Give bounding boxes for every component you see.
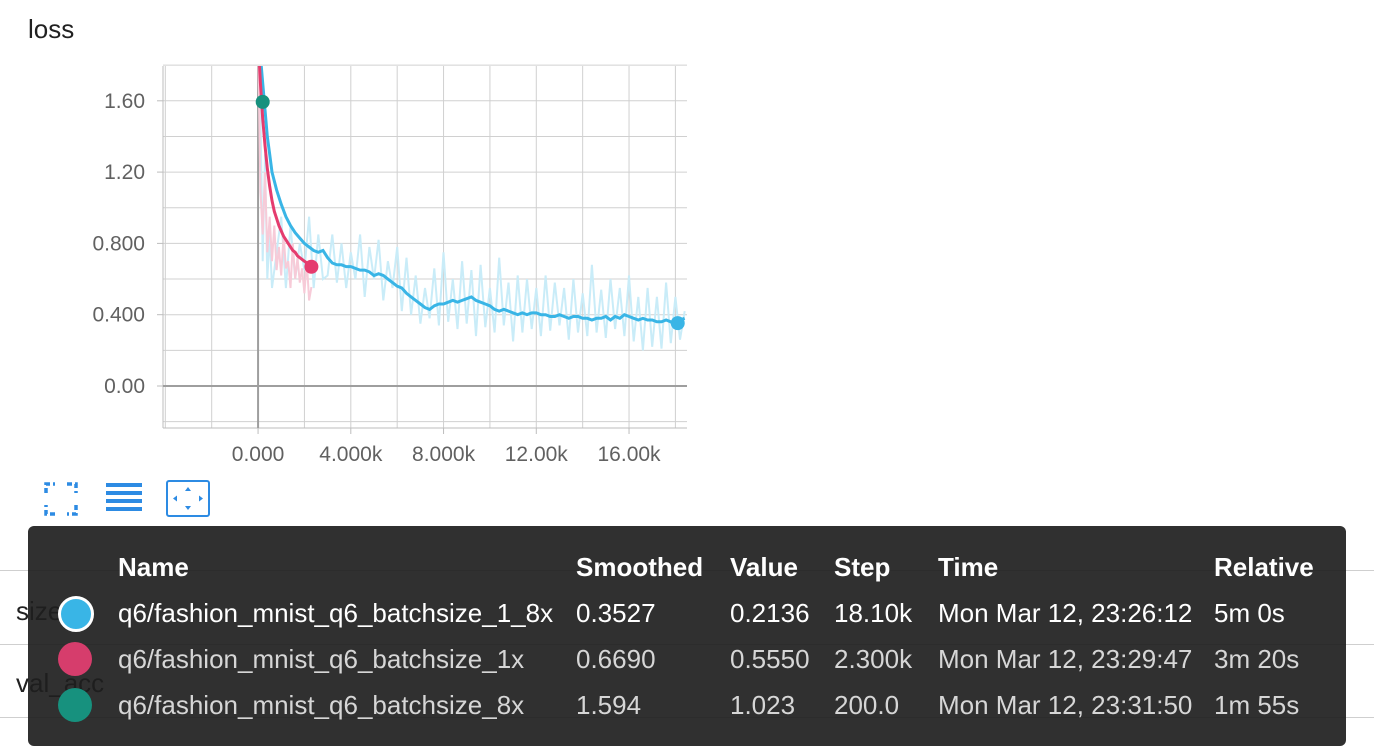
y-tick-label: 0.800 <box>92 232 145 255</box>
relative-value: 3m 20s <box>1214 644 1300 674</box>
series-marker-0 <box>670 316 685 331</box>
run-name: q6/fashion_mnist_q6_batchsize_8x <box>118 690 525 720</box>
data-table-icon[interactable] <box>104 480 142 518</box>
raw-value: 0.2136 <box>730 598 810 628</box>
y-tick-label: 1.20 <box>104 161 145 184</box>
step-value: 200.0 <box>834 690 900 720</box>
smoothed-value: 1.594 <box>576 690 642 720</box>
smoothed-series-line-0 <box>259 66 686 328</box>
series-marker-2 <box>255 94 270 109</box>
x-tick-label: 16.00k <box>598 443 662 466</box>
raw-value: 0.5550 <box>730 644 810 674</box>
data-tooltip: Name Smoothed Value Step Time Relative q… <box>28 526 1346 746</box>
x-tick-label: 12.00k <box>505 443 569 466</box>
series-color-swatch <box>58 642 92 676</box>
header-smoothed: Smoothed <box>576 552 704 582</box>
raw-value: 1.023 <box>730 690 796 720</box>
header-value: Value <box>730 552 798 582</box>
y-tick-label: 0.400 <box>92 304 145 327</box>
header-time: Time <box>938 552 999 582</box>
fullscreen-icon[interactable] <box>42 480 80 518</box>
raw-series-line-0 <box>257 66 686 351</box>
smoothed-series-line-1 <box>258 66 313 268</box>
x-tick-label: 0.000 <box>232 443 285 466</box>
series-color-swatch <box>58 688 92 722</box>
fit-domain-icon[interactable] <box>166 480 210 517</box>
header-name: Name <box>118 552 189 582</box>
smoothed-value: 0.3527 <box>576 598 656 628</box>
step-value: 2.300k <box>834 644 913 674</box>
tooltip-row: q6/fashion_mnist_q6_batchsize_1x 0.6690 … <box>28 636 1346 682</box>
relative-value: 1m 55s <box>1214 690 1300 720</box>
tooltip-row: q6/fashion_mnist_q6_batchsize_1_8x 0.352… <box>28 590 1346 636</box>
y-tick-label: 1.60 <box>104 90 145 113</box>
relative-value: 5m 0s <box>1214 598 1285 628</box>
x-tick-label: 4.000k <box>319 443 383 466</box>
series-color-swatch <box>58 596 94 632</box>
run-name: q6/fashion_mnist_q6_batchsize_1_8x <box>118 598 554 628</box>
series-marker-1 <box>304 259 319 274</box>
time-value: Mon Mar 12, 23:29:47 <box>938 644 1193 674</box>
loss-chart[interactable]: 0.000 4.000k 8.000k 12.00k 16.00k 0.00 0.400 0.… <box>0 0 1374 480</box>
step-value: 18.10k <box>834 598 913 628</box>
chart-title: loss <box>28 14 75 44</box>
smoothed-value: 0.6690 <box>576 644 656 674</box>
raw-series-line-1 <box>257 66 313 301</box>
header-relative: Relative <box>1214 552 1314 582</box>
time-value: Mon Mar 12, 23:26:12 <box>938 598 1193 628</box>
time-value: Mon Mar 12, 23:31:50 <box>938 690 1193 720</box>
tooltip-row: q6/fashion_mnist_q6_batchsize_8x 1.594 1… <box>28 682 1346 728</box>
x-tick-label: 8.000k <box>412 443 476 466</box>
y-tick-label: 0.00 <box>104 375 145 398</box>
header-step: Step <box>834 552 891 582</box>
run-name: q6/fashion_mnist_q6_batchsize_1x <box>118 644 525 674</box>
